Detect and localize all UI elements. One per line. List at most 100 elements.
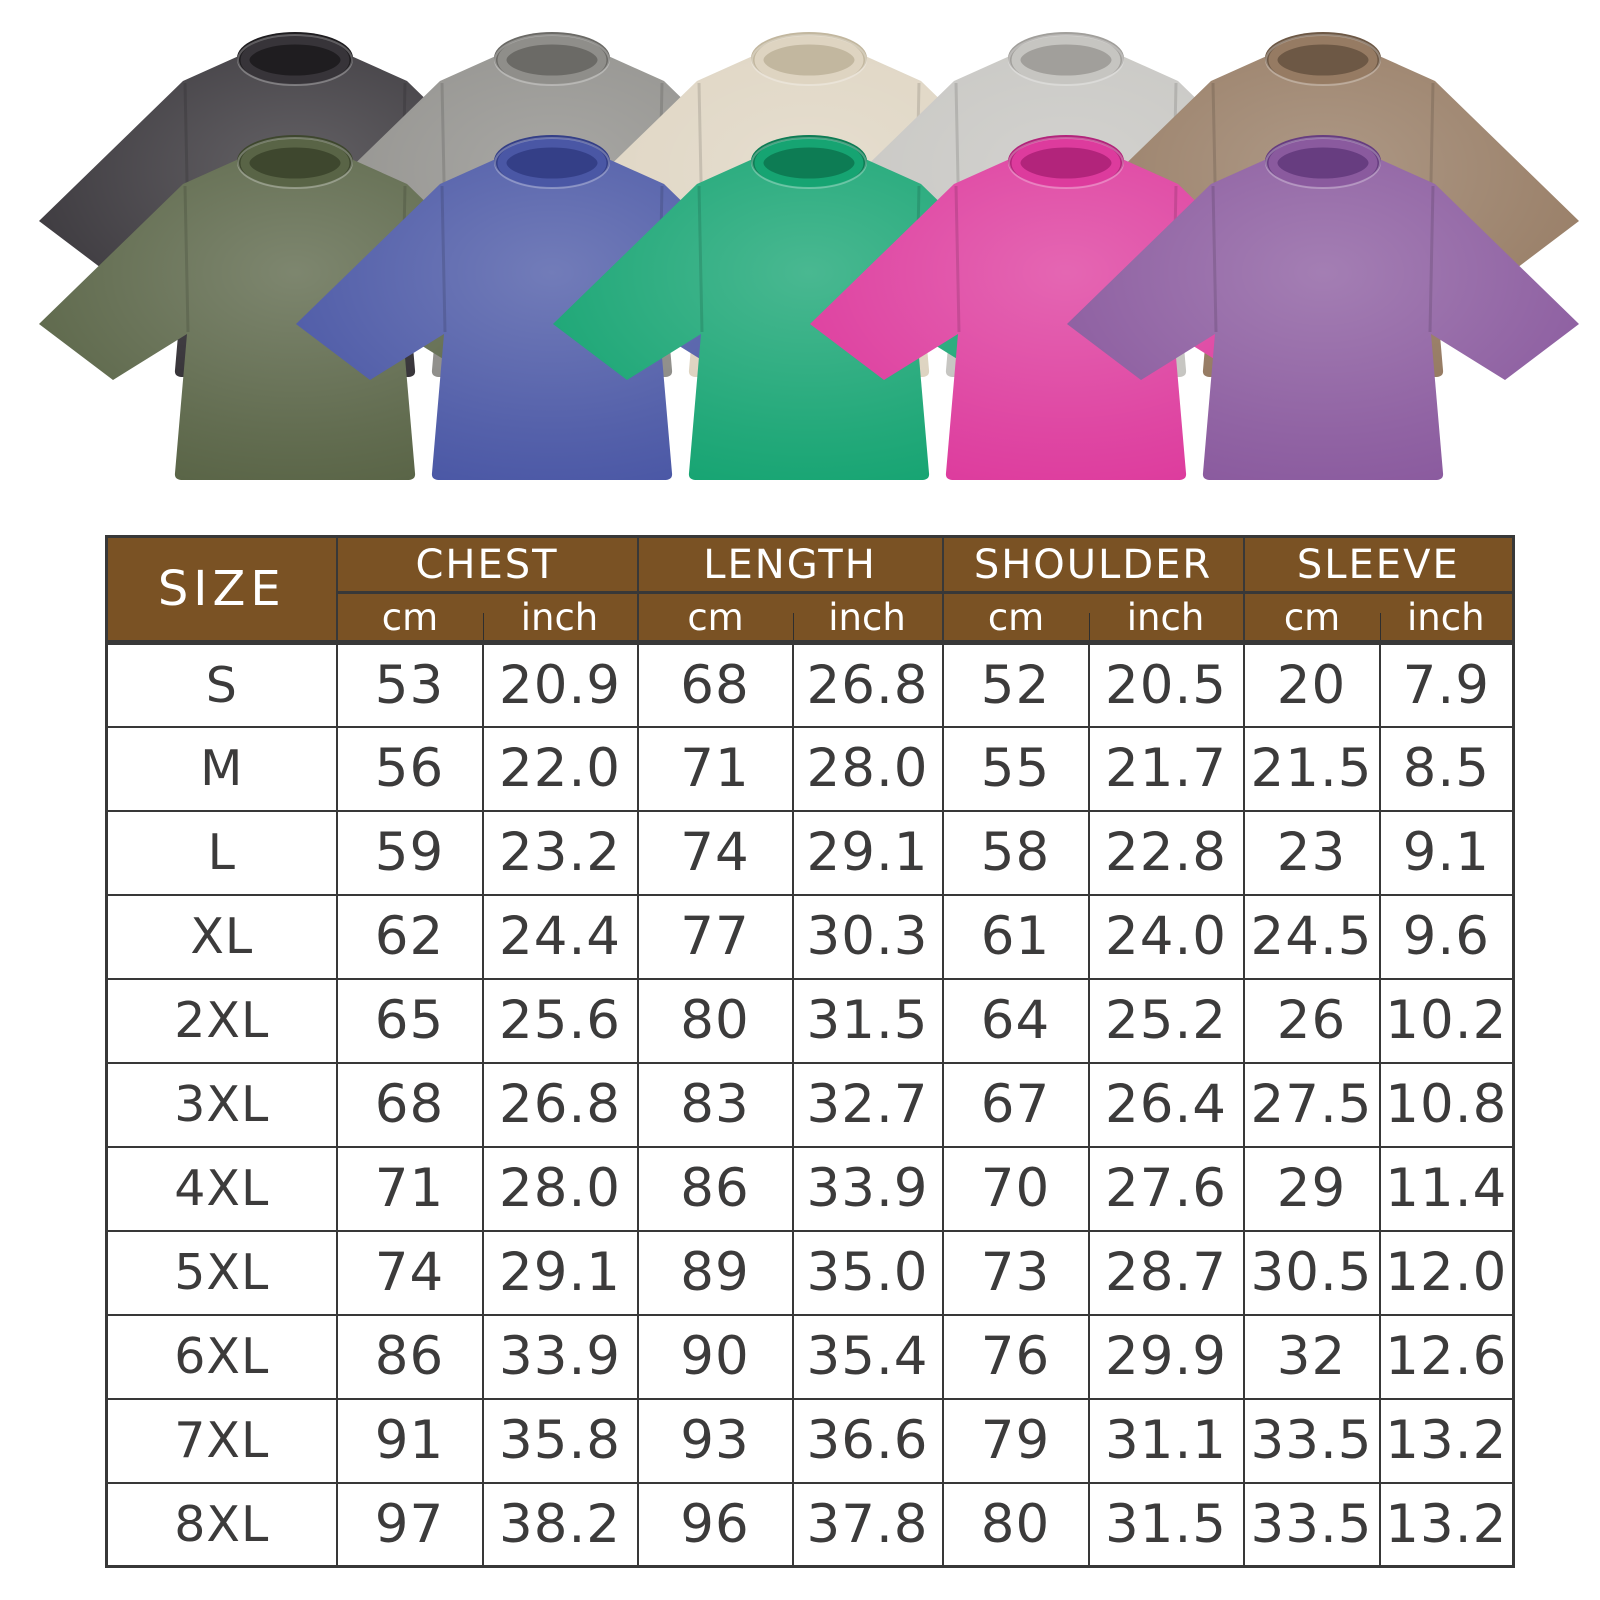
shoulder-cm-header: cm xyxy=(941,591,1089,645)
size-label: 4XL xyxy=(105,1145,338,1232)
table-cell: 26.8 xyxy=(481,1061,639,1148)
table-cell: 77 xyxy=(636,893,794,980)
units-header-row: cm inch cm inch cm inch cm inch xyxy=(107,591,1515,645)
table-cell: 90 xyxy=(636,1313,794,1400)
size-row-s: S 53 20.9 68 26.8 52 20.5 20 7.9 xyxy=(105,641,1515,728)
table-cell: 86 xyxy=(335,1313,484,1400)
table-cell: 28.0 xyxy=(481,1145,639,1232)
table-cell: 36.6 xyxy=(791,1397,944,1484)
table-cell: 25.2 xyxy=(1087,977,1245,1064)
shoulder-inch-header: inch xyxy=(1087,591,1245,645)
table-cell: 64 xyxy=(941,977,1090,1064)
table-cell: 24.5 xyxy=(1242,893,1381,980)
table-cell: 26.4 xyxy=(1087,1061,1245,1148)
size-label: 6XL xyxy=(105,1313,338,1400)
table-cell: 97 xyxy=(335,1481,484,1568)
size-label: S xyxy=(105,641,338,728)
size-row-l: L 59 23.2 74 29.1 58 22.8 23 9.1 xyxy=(105,809,1515,896)
table-cell: 80 xyxy=(941,1481,1090,1568)
tshirt-purple xyxy=(1067,135,1579,480)
table-cell: 76 xyxy=(941,1313,1090,1400)
tshirt-rose-red xyxy=(810,135,1322,480)
size-label: 3XL xyxy=(105,1061,338,1148)
table-cell: 37.8 xyxy=(791,1481,944,1568)
length-inch-header: inch xyxy=(791,591,944,645)
table-cell: 96 xyxy=(636,1481,794,1568)
table-cell: 89 xyxy=(636,1229,794,1316)
table-cell: 29 xyxy=(1242,1145,1381,1232)
table-cell: 33.5 xyxy=(1242,1481,1381,1568)
table-cell: 26.8 xyxy=(791,641,944,728)
table-cell: 55 xyxy=(941,725,1090,812)
size-chart-table: SIZE CHEST LENGTH SHOULDER SLEEVE cm inc… xyxy=(105,535,1516,1568)
table-cell: 62 xyxy=(335,893,484,980)
tshirt-army-green xyxy=(39,135,551,480)
table-cell: 80 xyxy=(636,977,794,1064)
table-cell: 29.9 xyxy=(1087,1313,1245,1400)
table-cell: 65 xyxy=(335,977,484,1064)
table-cell: 58 xyxy=(941,809,1090,896)
chest-cm-header: cm xyxy=(335,591,483,645)
table-cell: 68 xyxy=(335,1061,484,1148)
table-cell: 23 xyxy=(1242,809,1381,896)
table-cell: 68 xyxy=(636,641,794,728)
size-label: 7XL xyxy=(105,1397,338,1484)
table-cell: 29.1 xyxy=(791,809,944,896)
size-row-xl: XL 62 24.4 77 30.3 61 24.0 24.5 9.6 xyxy=(105,893,1515,980)
length-cm-header: cm xyxy=(636,591,793,645)
table-cell: 26 xyxy=(1242,977,1381,1064)
table-cell: 33.9 xyxy=(791,1145,944,1232)
table-cell: 35.0 xyxy=(791,1229,944,1316)
table-cell: 12.0 xyxy=(1378,1229,1515,1316)
size-label: M xyxy=(105,725,338,812)
table-cell: 31.5 xyxy=(791,977,944,1064)
table-cell: 67 xyxy=(941,1061,1090,1148)
table-cell: 61 xyxy=(941,893,1090,980)
size-row-5xl: 5XL 74 29.1 89 35.0 73 28.7 30.5 12.0 xyxy=(105,1229,1515,1316)
chest-header: CHEST xyxy=(335,535,639,594)
sleeve-header: SLEEVE xyxy=(1242,535,1515,594)
table-cell: 91 xyxy=(335,1397,484,1484)
table-cell: 9.6 xyxy=(1378,893,1515,980)
table-cell: 10.8 xyxy=(1378,1061,1515,1148)
size-label: 8XL xyxy=(105,1481,338,1568)
table-cell: 24.0 xyxy=(1087,893,1245,980)
tshirt-brown xyxy=(1067,32,1579,377)
table-cell: 21.7 xyxy=(1087,725,1245,812)
tshirt-black xyxy=(39,32,551,377)
table-cell: 59 xyxy=(335,809,484,896)
table-cell: 12.6 xyxy=(1378,1313,1515,1400)
chest-inch-header: inch xyxy=(481,591,639,645)
table-cell: 22.0 xyxy=(481,725,639,812)
table-cell: 25.6 xyxy=(481,977,639,1064)
table-cell: 13.2 xyxy=(1378,1397,1515,1484)
size-row-8xl: 8XL 97 38.2 96 37.8 80 31.5 33.5 13.2 xyxy=(105,1481,1515,1568)
table-cell: 30.5 xyxy=(1242,1229,1381,1316)
table-cell: 7.9 xyxy=(1378,641,1515,728)
sleeve-cm-header: cm xyxy=(1242,591,1380,645)
table-cell: 9.1 xyxy=(1378,809,1515,896)
size-row-2xl: 2XL 65 25.6 80 31.5 64 25.2 26 10.2 xyxy=(105,977,1515,1064)
table-cell: 31.1 xyxy=(1087,1397,1245,1484)
table-cell: 28.7 xyxy=(1087,1229,1245,1316)
table-cell: 52 xyxy=(941,641,1090,728)
table-cell: 27.5 xyxy=(1242,1061,1381,1148)
size-label: XL xyxy=(105,893,338,980)
table-cell: 11.4 xyxy=(1378,1145,1515,1232)
shoulder-header: SHOULDER xyxy=(941,535,1245,594)
size-column-header: SIZE xyxy=(105,535,338,645)
table-cell: 23.2 xyxy=(481,809,639,896)
table-cell: 35.4 xyxy=(791,1313,944,1400)
group-header-row: SIZE CHEST LENGTH SHOULDER SLEEVE xyxy=(105,535,1515,645)
table-cell: 21.5 xyxy=(1242,725,1381,812)
tshirt-blue xyxy=(296,135,808,480)
table-cell: 24.4 xyxy=(481,893,639,980)
table-cell: 53 xyxy=(335,641,484,728)
table-cell: 93 xyxy=(636,1397,794,1484)
size-label: 2XL xyxy=(105,977,338,1064)
table-cell: 20.9 xyxy=(481,641,639,728)
table-cell: 56 xyxy=(335,725,484,812)
table-cell: 74 xyxy=(335,1229,484,1316)
table-cell: 71 xyxy=(636,725,794,812)
